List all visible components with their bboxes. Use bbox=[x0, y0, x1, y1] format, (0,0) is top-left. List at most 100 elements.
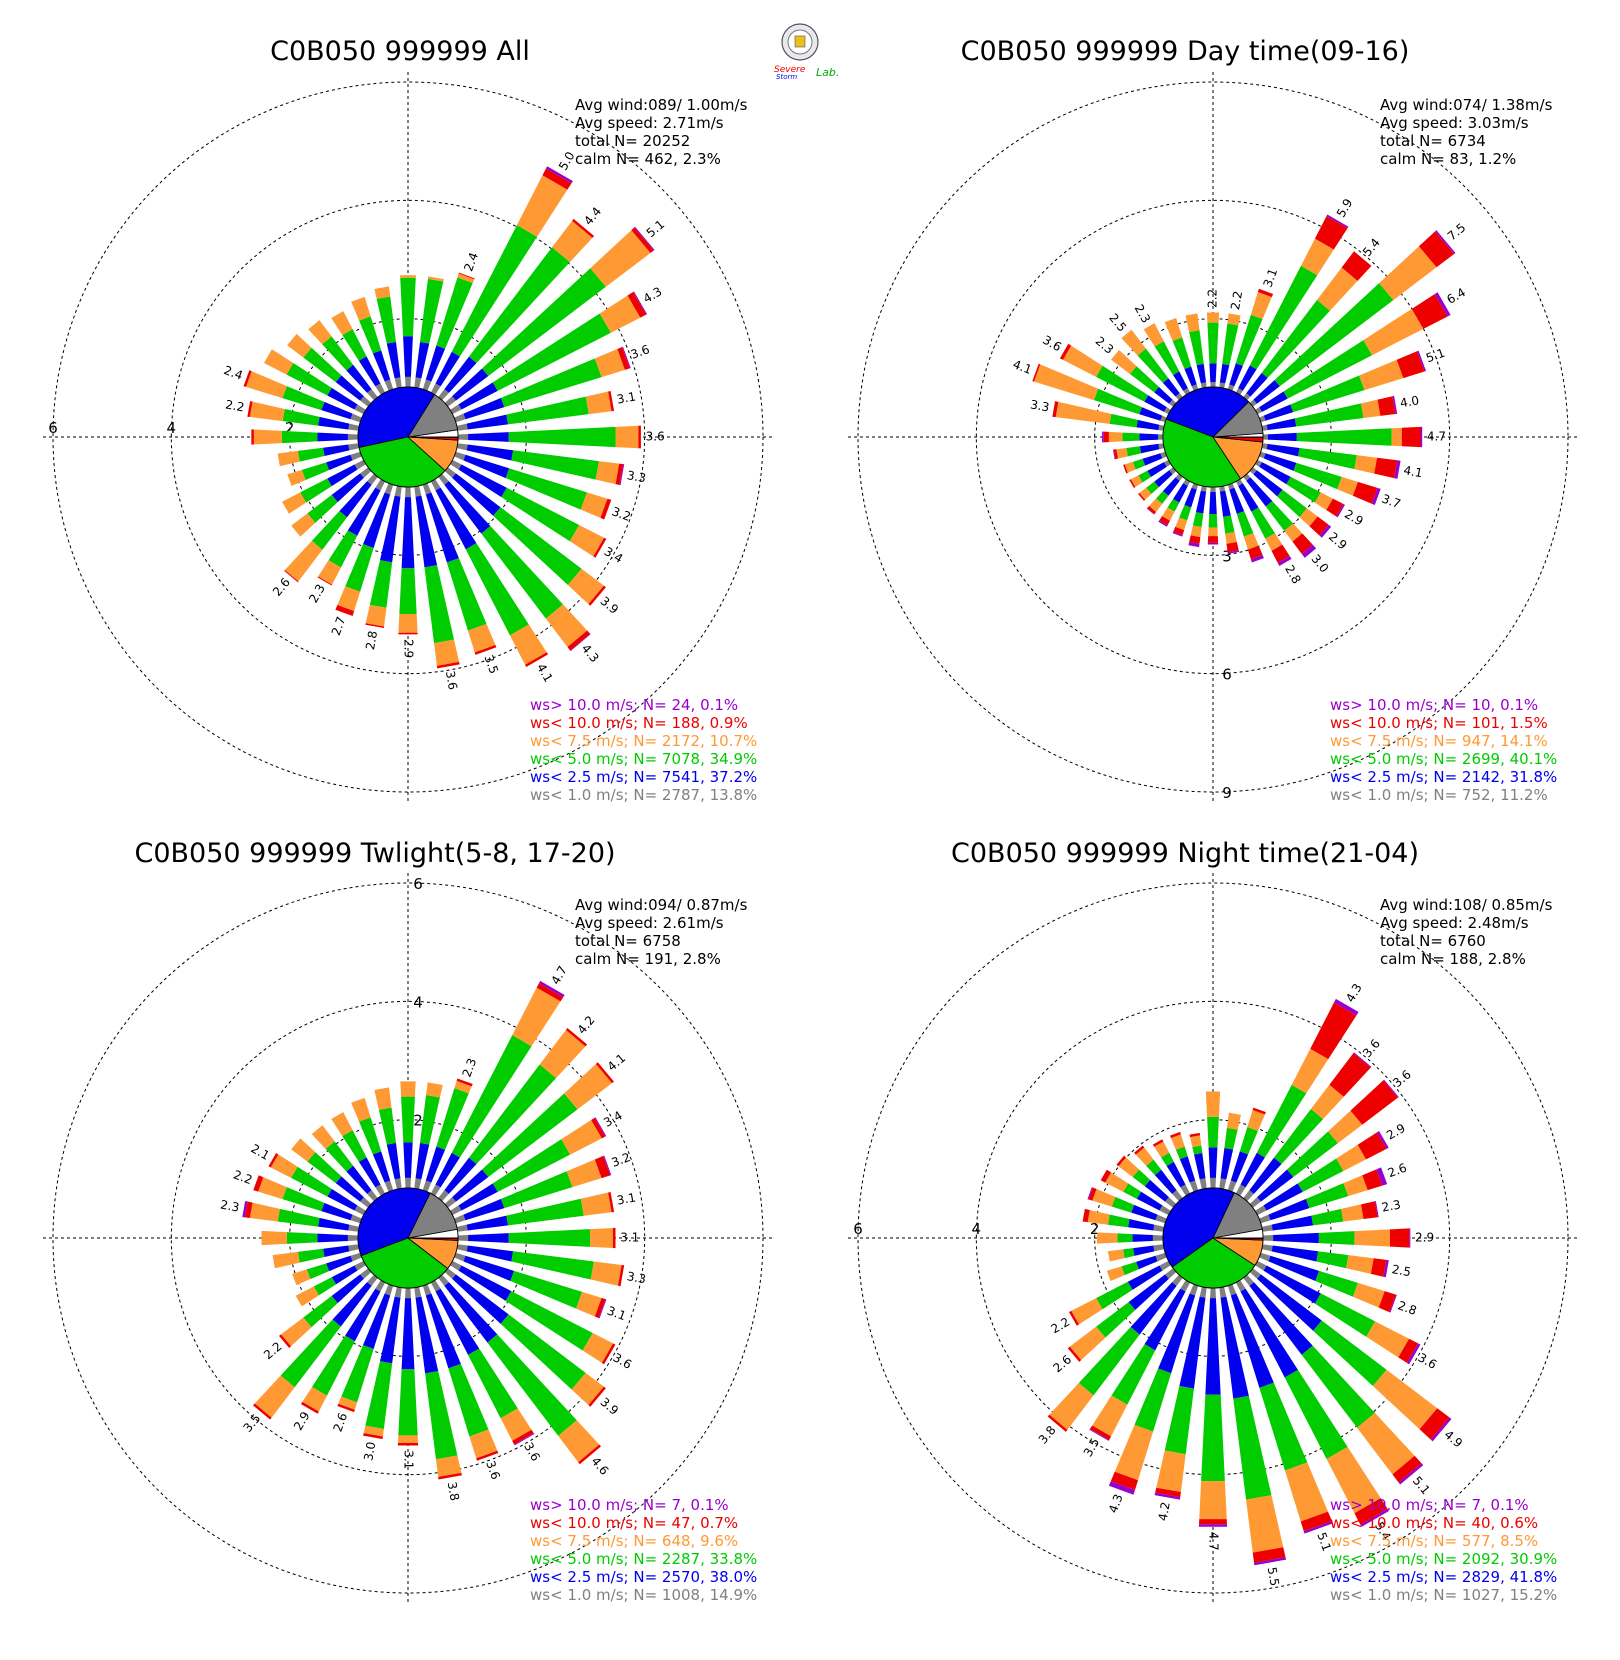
bar-segment-ws-lt-10 bbox=[253, 1403, 272, 1420]
bar-segment-ws-lt-5 bbox=[1306, 1183, 1349, 1209]
bar-segment-ws-lt-7-5 bbox=[1226, 1112, 1241, 1130]
bar-segment-ws-lt-2-5 bbox=[326, 454, 353, 471]
bar-segment-ws-lt-5 bbox=[1146, 481, 1159, 495]
bar-segment-ws-lt-5 bbox=[501, 487, 580, 542]
stats-line: calm N= 188, 2.8% bbox=[1380, 950, 1526, 968]
bar-segment-ws-lt-5 bbox=[1259, 1382, 1308, 1471]
legend-entry: ws> 10.0 m/s; N= 7, 0.1% bbox=[1330, 1496, 1529, 1514]
bar-segment-ws-lt-7-5 bbox=[249, 1202, 280, 1222]
bar-segment-ws-lt-10 bbox=[1068, 1310, 1080, 1326]
legend-entry: ws< 1.0 m/s; N= 1008, 14.9% bbox=[530, 1586, 757, 1604]
bar-segment-ws-lt-10 bbox=[1100, 1169, 1112, 1183]
bar-segment-ws-lt-5 bbox=[1189, 330, 1204, 366]
bar-segment-ws-lt-5 bbox=[1134, 1368, 1172, 1432]
bar-segment-ws-lt-5 bbox=[365, 1361, 393, 1429]
sector-total-label: 2.6 bbox=[1050, 1352, 1074, 1375]
bar-segment-ws-gt-10 bbox=[242, 1200, 248, 1218]
bar-segment-ws-lt-5 bbox=[1093, 388, 1142, 415]
sector-total-label: 3.5 bbox=[481, 653, 501, 676]
sector-total-label: 3.1 bbox=[616, 389, 637, 406]
severe-storm-lab-logo: Severe Storm Lab. bbox=[770, 20, 850, 82]
bar-segment-ws-lt-7-5 bbox=[1092, 1189, 1116, 1207]
bar-segment-ws-lt-5 bbox=[401, 1096, 415, 1143]
ring-tick-label: 4 bbox=[413, 993, 423, 1011]
bar-segment-ws-gt-10 bbox=[1398, 1463, 1424, 1485]
bar-segment-ws-lt-10 bbox=[631, 227, 654, 253]
bar-segment-ws-lt-10 bbox=[1377, 396, 1396, 416]
sector-total-label: 3.3 bbox=[1029, 397, 1050, 414]
bar-segment-ws-lt-5 bbox=[1222, 323, 1239, 366]
bar-segment-ws-lt-5 bbox=[510, 1270, 583, 1309]
bar-segment-ws-lt-2-5 bbox=[1246, 372, 1268, 397]
sector-total-label: 3.7 bbox=[1380, 492, 1403, 512]
bar-segment-ws-lt-10 bbox=[397, 1442, 419, 1446]
bar-segment-ws-gt-10 bbox=[1430, 1417, 1452, 1442]
bar-segment-ws-lt-5 bbox=[286, 363, 332, 396]
bar-segment-ws-lt-2-5 bbox=[327, 464, 358, 487]
bar-segment-ws-lt-10 bbox=[1113, 449, 1118, 460]
bar-segment-ws-lt-2-5 bbox=[1273, 1232, 1319, 1244]
bar-segment-ws-lt-10 bbox=[1354, 1498, 1388, 1525]
ring-tick-label: 2 bbox=[413, 1112, 423, 1130]
bar-segment-ws-lt-2-5 bbox=[1257, 1169, 1294, 1202]
bar-segment-ws-lt-7-5 bbox=[1337, 476, 1358, 496]
stats-line: calm N= 83, 1.2% bbox=[1380, 150, 1516, 168]
bar-segment-ws-lt-5 bbox=[1109, 413, 1138, 428]
bar-segment-ws-lt-7-5 bbox=[400, 275, 416, 278]
bar-segment-ws-gt-10 bbox=[1374, 1200, 1379, 1218]
bar-segment-ws-lt-1 bbox=[394, 1178, 402, 1190]
bar-segment-ws-lt-10 bbox=[615, 463, 624, 486]
sector-total-label: 2.2 bbox=[1049, 1315, 1073, 1337]
bar-segment-ws-lt-1 bbox=[414, 485, 422, 497]
bar-segment-ws-lt-7-5 bbox=[1284, 523, 1303, 542]
bar-segment-ws-lt-2-5 bbox=[1259, 462, 1291, 485]
bar-segment-ws-lt-1 bbox=[1152, 1235, 1164, 1241]
bar-segment-ws-lt-1 bbox=[394, 377, 402, 389]
bar-segment-ws-lt-7-5 bbox=[1284, 1462, 1329, 1522]
bar-segment-ws-lt-1 bbox=[444, 1197, 456, 1208]
bar-segment-ws-lt-5 bbox=[400, 277, 416, 337]
legend-entry: ws< 2.5 m/s; N= 7541, 37.2% bbox=[530, 768, 757, 786]
bar-segment-ws-lt-5 bbox=[1078, 1326, 1140, 1396]
bar-segment-ws-lt-10 bbox=[251, 429, 254, 445]
sector-total-label: 2.2 bbox=[1206, 289, 1220, 308]
sector-total-label: 4.4 bbox=[581, 204, 604, 228]
bar-segment-ws-gt-10 bbox=[514, 1433, 535, 1446]
bar-segment-ws-lt-5 bbox=[281, 430, 318, 444]
bar-segment-ws-lt-1 bbox=[1262, 434, 1269, 440]
sector-total-label: 2.3 bbox=[306, 582, 328, 606]
sector-total-label: 3.6 bbox=[483, 1459, 503, 1482]
bar-segment-ws-lt-1 bbox=[1227, 1284, 1237, 1296]
logo-text-storm: Storm bbox=[776, 73, 797, 81]
sector-total-label: 2.2 bbox=[231, 1168, 254, 1188]
bar-segment-ws-lt-1 bbox=[438, 1190, 449, 1202]
bar-segment-ws-lt-5 bbox=[282, 1187, 325, 1212]
bar-segment-ws-lt-5 bbox=[1256, 1084, 1307, 1158]
bar-segment-ws-lt-5 bbox=[1132, 458, 1146, 470]
bar-segment-ws-lt-1 bbox=[1261, 443, 1268, 450]
bar-segment-ws-gt-10 bbox=[1334, 998, 1359, 1016]
bar-segment-ws-gt-10 bbox=[1376, 1130, 1389, 1149]
bar-segment-ws-lt-1 bbox=[414, 377, 422, 389]
bar-segment-ws-lt-2-5 bbox=[415, 341, 430, 379]
stats-line: Avg speed: 2.71m/s bbox=[575, 114, 724, 132]
bar-segment-ws-gt-10 bbox=[1087, 1187, 1093, 1200]
bar-segment-ws-lt-2-5 bbox=[403, 336, 413, 377]
windrose-panel-2: C0B050 999999 Day time(09-16) 3 6 9 2.2 2.2 3.… bbox=[848, 36, 1578, 804]
bar-segment-ws-lt-2-5 bbox=[1220, 1148, 1234, 1180]
sector-total-label: 4.7 bbox=[548, 963, 570, 987]
ring-tick-label: 2 bbox=[1090, 1220, 1100, 1238]
sector-total-label: 4.3 bbox=[1106, 1492, 1126, 1515]
bar-segment-ws-lt-7-5 bbox=[576, 1291, 602, 1317]
bar-segment-ws-lt-1 bbox=[454, 1214, 466, 1224]
bar-segment-ws-lt-10 bbox=[1067, 1346, 1082, 1362]
bar-segment-ws-lt-2-5 bbox=[444, 481, 491, 534]
bar-segment-ws-lt-7-5 bbox=[569, 524, 605, 557]
sector-total-label: 4.1 bbox=[1011, 357, 1034, 377]
bar-segment-ws-lt-2-5 bbox=[1268, 1198, 1310, 1221]
bar-segment-ws-lt-1 bbox=[1200, 485, 1207, 492]
bar-segment-ws-lt-1 bbox=[450, 1260, 462, 1271]
bar-segment-ws-gt-10 bbox=[1360, 1508, 1389, 1527]
bar-segment-ws-lt-7-5 bbox=[580, 492, 608, 518]
bar-segment-ws-lt-2-5 bbox=[1229, 363, 1243, 387]
